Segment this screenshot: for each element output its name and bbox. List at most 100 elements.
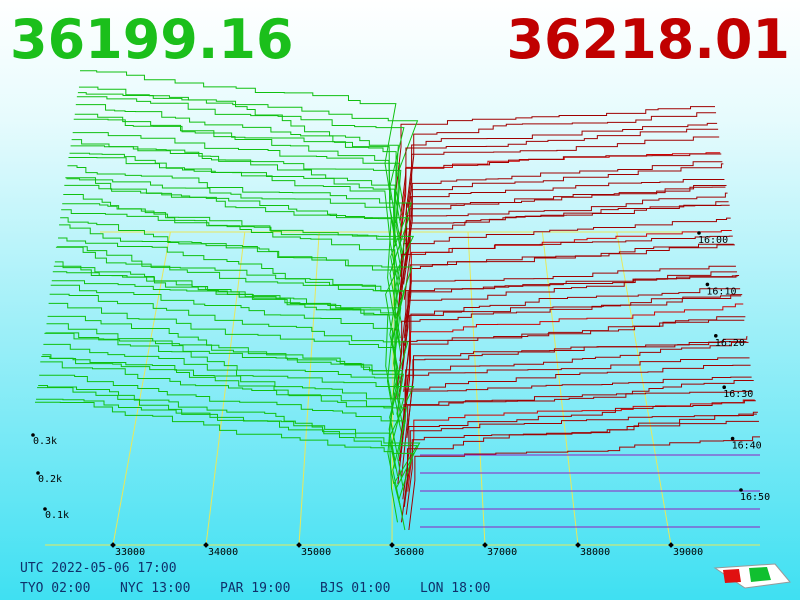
price-tick-label: 34000 (208, 547, 238, 558)
depth-tick (36, 471, 40, 475)
bid-depth-line (63, 193, 406, 323)
bid-depth-line (68, 156, 401, 285)
bid-depth-line (75, 104, 403, 231)
ask-depth-line (405, 136, 720, 231)
depth-tick-label: 0.3k (33, 436, 57, 447)
bid-depth-line (54, 261, 402, 385)
time-tick (705, 282, 710, 287)
ask-depth-line (402, 400, 756, 500)
bid-depth-line (80, 70, 397, 201)
bid-depth-line (72, 132, 403, 254)
bid-depth-line (76, 96, 405, 224)
ask-depth-line (404, 230, 732, 323)
ask-depth-line (399, 128, 719, 224)
ask-depth-line (405, 122, 718, 216)
bid-depth-line (49, 293, 409, 423)
price-tick (389, 542, 395, 548)
ask-depth-line (404, 303, 744, 408)
price-tick-label: 39000 (673, 547, 703, 558)
price-tick-label: 36000 (394, 547, 424, 558)
bid-depth-line (59, 224, 413, 354)
ask-depth-line (397, 379, 754, 485)
zone-time: NYC 13:00 (120, 581, 190, 596)
bid-depth-line (66, 178, 401, 300)
time-tick-label: 16:40 (732, 441, 762, 452)
ask-depth-line (398, 376, 752, 469)
ask-depth-line (407, 112, 717, 208)
time-tick (722, 385, 726, 390)
bid-depth-line (69, 152, 397, 277)
bid-depth-line (70, 145, 402, 270)
bid-depth-line (47, 315, 404, 439)
time-tick-label: 16:00 (698, 235, 728, 246)
time-tick-label: 16:50 (740, 492, 770, 503)
ask-depth-line (403, 244, 735, 346)
price-tick-label: 35000 (301, 547, 331, 558)
bid-depth-line (67, 165, 413, 293)
bid-depth-line (39, 374, 407, 500)
ask-depth-line (404, 178, 725, 270)
bid-depth-line (42, 354, 405, 477)
ask-depth-line (399, 271, 737, 362)
bid-depth-line (58, 237, 398, 362)
time-tick (714, 334, 718, 338)
ask-depth-line (401, 274, 740, 377)
price-tick-label: 37000 (487, 547, 517, 558)
time-tick (730, 436, 735, 441)
bid-depth-line (40, 361, 407, 492)
price-grid-line (616, 231, 672, 546)
bid-depth-line (55, 246, 405, 377)
bid-depth-line (48, 302, 405, 431)
axis-labels: 33000 34000 35000 36000 37000 38000 39000 0.1k 0… (31, 231, 770, 558)
ask-depth-line (401, 275, 739, 369)
ask-depth-line (399, 152, 721, 239)
price-tick (575, 542, 581, 548)
time-tick-label: 16:20 (715, 338, 745, 349)
ask-depth-line (407, 399, 755, 492)
price-tick (668, 542, 674, 548)
ask-depth-line (399, 204, 730, 308)
ask-price: 36218.01 (506, 8, 790, 71)
ask-depth-line (403, 316, 746, 423)
zone-time: TYO 02:00 (20, 581, 90, 596)
bid-depth-line (60, 217, 402, 346)
bid-depth-line (41, 356, 395, 485)
bid-depth-line (35, 401, 415, 531)
price-tick (110, 542, 116, 548)
ask-depth-line (395, 235, 733, 331)
ask-depth-line (408, 436, 760, 531)
ask-depth-line (399, 341, 749, 446)
price-tick-label: 38000 (580, 547, 610, 558)
bid-depth-line (74, 113, 397, 239)
ask-depth-line (401, 390, 753, 477)
ask-depth-line (404, 265, 736, 354)
depth-tick-label: 0.1k (45, 510, 69, 521)
bid-depth-line (46, 323, 404, 446)
zone-time: PAR 19:00 (220, 581, 290, 596)
bid-depth-line (73, 118, 397, 247)
zone-time: BJS 01:00 (320, 581, 390, 596)
depth-tick (31, 433, 35, 437)
bid-depth-line (44, 332, 399, 462)
bid-depth-line (50, 284, 394, 415)
bid-price: 36199.16 (10, 8, 294, 71)
ask-depth-line (398, 364, 751, 462)
bid-depth-line (38, 384, 418, 508)
bid-depth-line (78, 86, 419, 208)
price-grid-line (298, 231, 320, 546)
bid-depth-line (43, 343, 415, 469)
ask-depth-line (400, 192, 728, 293)
time-tick-label: 16:30 (723, 389, 753, 400)
ask-depth-line (400, 420, 759, 523)
ask-depth-line (399, 153, 722, 247)
time-zones: TYO 02:00 NYC 13:00 PAR 19:00 BJS 01:00 LON … (20, 581, 490, 596)
ask-depth-line (405, 163, 724, 262)
bid-depth-line (52, 271, 393, 400)
ask-depth-line (403, 185, 727, 285)
ask-depth-line (405, 161, 723, 254)
ask-depth-line (395, 294, 743, 400)
3d-glasses-icon (713, 563, 791, 589)
price-grid-line (467, 231, 486, 546)
